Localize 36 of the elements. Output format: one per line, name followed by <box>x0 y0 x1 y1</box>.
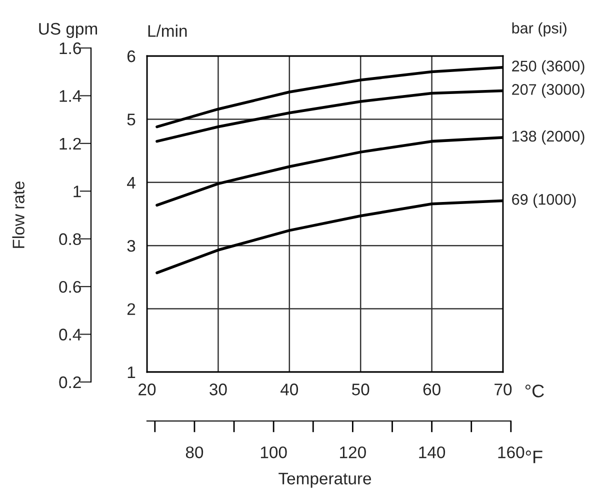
series-label: 250 (3600) <box>512 60 584 74</box>
series-label: 138 (2000) <box>512 130 584 145</box>
x2-tick-label: 140 <box>419 446 446 458</box>
y-axis-title: L/min <box>148 24 187 37</box>
y-tick-label: 2 <box>127 303 136 315</box>
y2-tick-label: 0.4 <box>59 328 82 340</box>
y2-axis-title: US gpm <box>39 22 98 38</box>
x-axis-title: °C <box>525 384 544 398</box>
y2-tick-label: 1 <box>74 186 81 198</box>
x2-tick-label: 80 <box>186 446 204 458</box>
y-tick-label: 5 <box>127 114 136 126</box>
text: Flow rate <box>12 181 24 248</box>
x2-tick-label: 160 <box>498 446 524 458</box>
x-tick-label: 50 <box>352 384 370 396</box>
y2-tick-label: 1.4 <box>60 90 82 102</box>
y-tick-label: 1 <box>128 366 136 378</box>
y-tick-label: 3 <box>127 240 136 252</box>
series-label: 207 (3000) <box>512 84 584 98</box>
x2-tick-label: 120 <box>340 446 366 458</box>
y2-tick-label: 1.6 <box>60 42 81 54</box>
y2-tick-label: 0.2 <box>59 376 81 388</box>
x-tick-label: 40 <box>280 384 298 396</box>
y2-tick-label: 1.2 <box>60 138 81 150</box>
legend-title: bar (psi) <box>512 22 566 37</box>
series-label: 69 (1000) <box>512 194 576 208</box>
y-tick-label: 4 <box>127 176 136 188</box>
x-tick-label: 20 <box>138 384 156 396</box>
x-tick-label: 30 <box>210 384 227 396</box>
y2-tick-label: 0.8 <box>59 233 81 246</box>
x2-tick-label: 100 <box>260 446 287 458</box>
x-tick-label: 70 <box>494 384 512 396</box>
y-tick-label: 6 <box>127 50 136 62</box>
text: Temperature <box>278 472 372 488</box>
y2-tick-label: 0.6 <box>59 280 81 293</box>
x2-axis-title: °F <box>526 450 542 464</box>
x-tick-label: 60 <box>423 384 440 396</box>
